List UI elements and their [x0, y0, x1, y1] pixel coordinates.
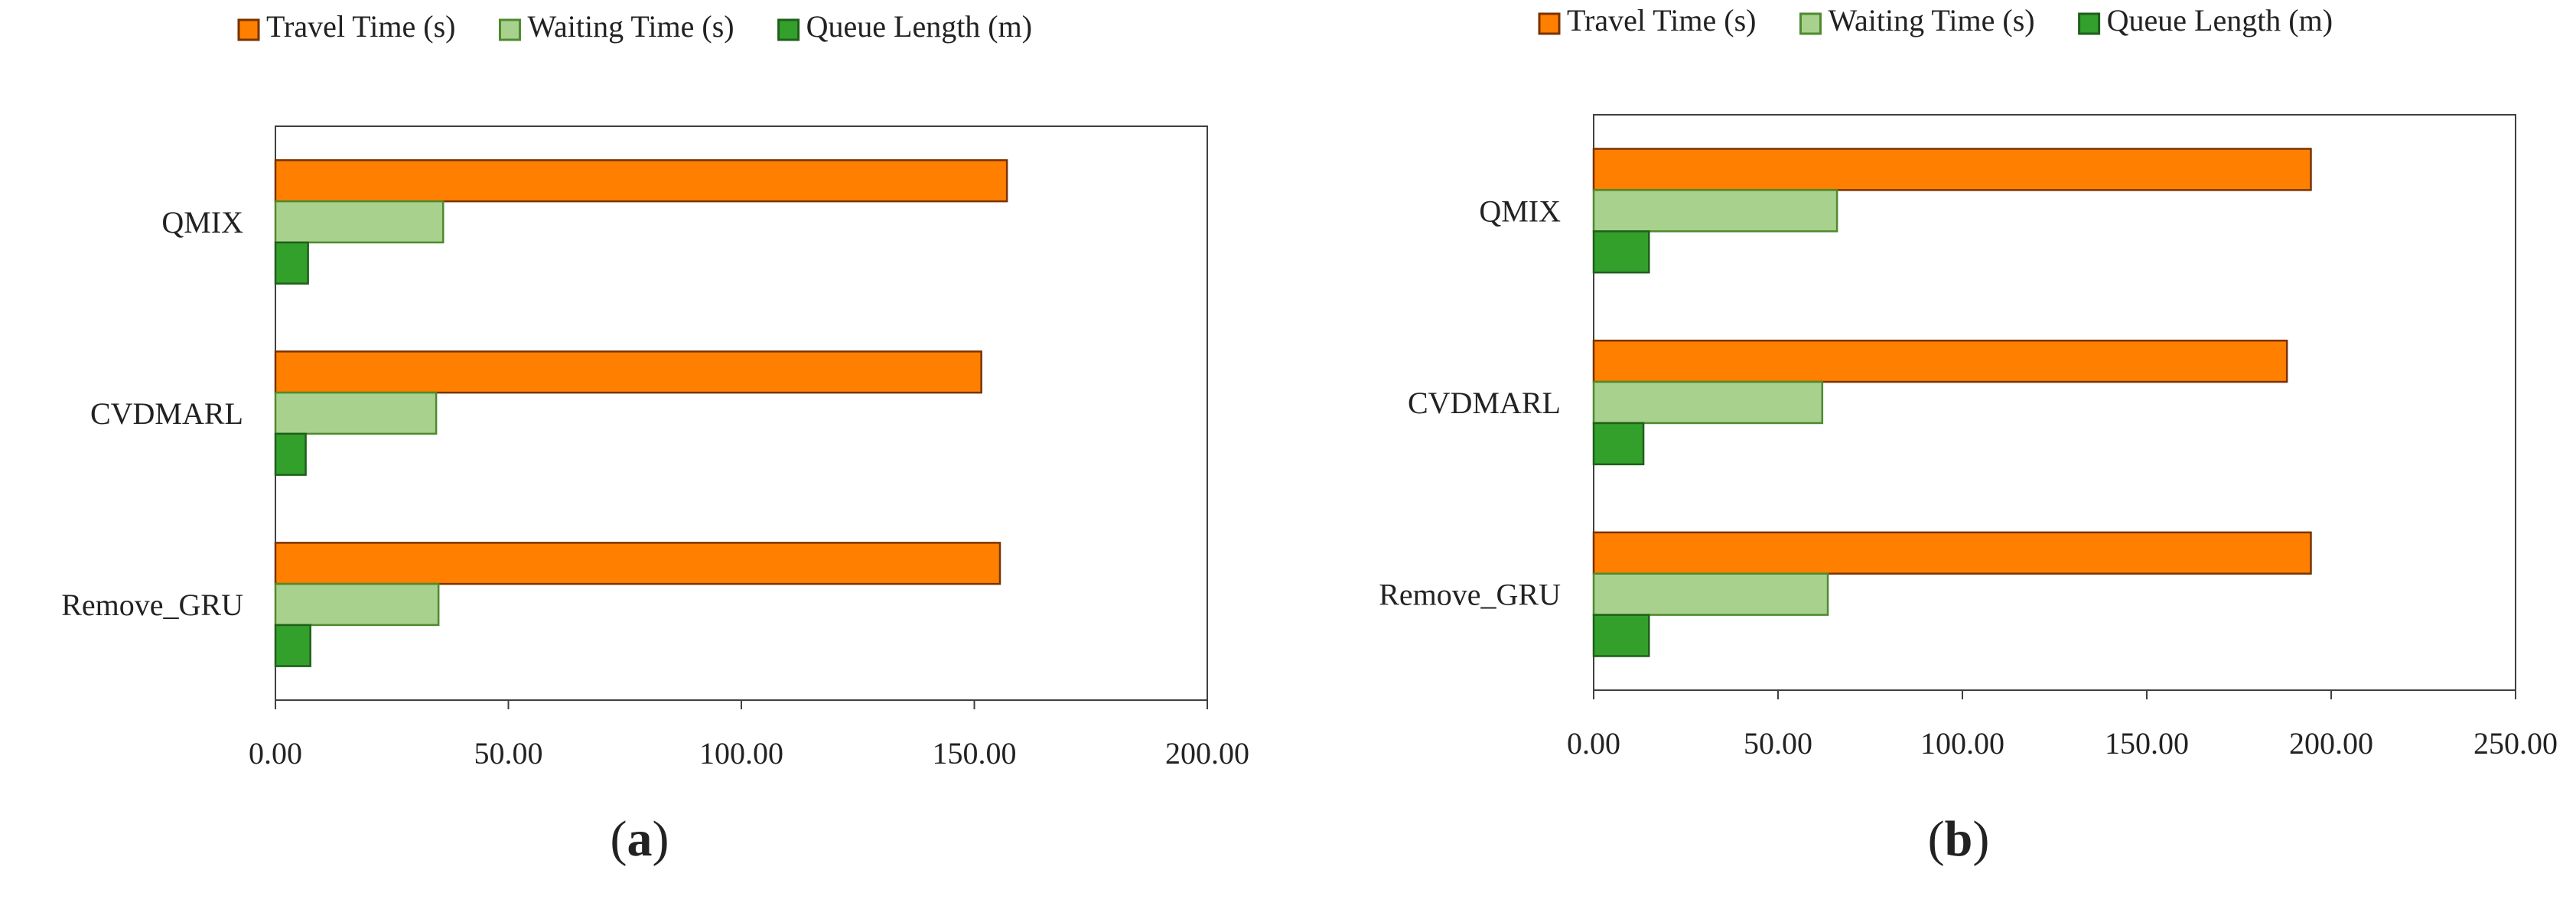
legend-label-waiting-time: Waiting Time (s): [1828, 3, 2034, 37]
legend-swatch-travel-time: [1538, 12, 1561, 35]
bar-queue-length-remove-gru: [274, 624, 311, 667]
category-group-cvdmarl: CVDMARL: [1408, 339, 2288, 466]
bar-waiting-time-remove-gru: [274, 582, 440, 627]
chart-panel-b: Travel Time (s) Waiting Time (s) Queue Len…: [1379, 3, 2558, 867]
chart-panel-a: Travel Time (s) Waiting Time (s) Queue Len…: [61, 9, 1249, 867]
panel-label: (a): [611, 811, 669, 867]
legend-swatch-queue-length: [777, 18, 800, 41]
legend-swatch-travel-time: [237, 18, 260, 41]
bar-travel-time-qmix: [274, 159, 1008, 203]
bar-queue-length-cvdmarl: [1592, 422, 1645, 466]
category-group-cvdmarl: CVDMARL: [90, 350, 982, 476]
category-label-remove-gru: Remove_GRU: [61, 588, 243, 622]
bar-travel-time-remove-gru: [1592, 531, 2312, 575]
bar-waiting-time-cvdmarl: [1592, 380, 1824, 425]
x-tick-label: 100.00: [1920, 726, 2004, 761]
x-tick-label: 0.00: [249, 736, 302, 771]
panel-label: (b): [1928, 811, 1990, 867]
category-group-remove-gru: Remove_GRU: [1379, 531, 2312, 657]
category-group-remove-gru: Remove_GRU: [61, 542, 1001, 667]
bar-waiting-time-remove-gru: [1592, 572, 1829, 616]
bar-travel-time-remove-gru: [274, 542, 1001, 585]
bar-travel-time-cvdmarl: [1592, 339, 2288, 383]
legend-label-queue-length: Queue Length (m): [806, 9, 1032, 44]
legend-swatch-waiting-time: [1799, 12, 1822, 35]
x-tick-label: 50.00: [1744, 726, 1812, 761]
bar-queue-length-remove-gru: [1592, 614, 1650, 657]
bar-queue-length-cvdmarl: [274, 432, 307, 476]
x-tick-label: 250.00: [2473, 726, 2558, 761]
category-label-qmix: QMIX: [1479, 194, 1561, 228]
category-label-qmix: QMIX: [161, 205, 243, 239]
legend-swatch-waiting-time: [498, 18, 521, 41]
x-tick-label: 200.00: [1165, 736, 1249, 771]
category-label-remove-gru: Remove_GRU: [1379, 578, 1561, 612]
bar-waiting-time-qmix: [1592, 189, 1838, 233]
bar-queue-length-qmix: [274, 241, 309, 285]
bar-travel-time-qmix: [1592, 148, 2312, 191]
bar-travel-time-cvdmarl: [274, 350, 982, 394]
legend-swatch-queue-length: [2078, 12, 2101, 35]
bar-queue-length-qmix: [1592, 230, 1650, 274]
x-tick-label: 0.00: [1567, 726, 1620, 761]
category-group-qmix: QMIX: [1479, 148, 2312, 274]
category-label-cvdmarl: CVDMARL: [90, 396, 243, 431]
x-tick-label: 200.00: [2289, 726, 2373, 761]
x-tick-label: 50.00: [474, 736, 543, 771]
category-label-cvdmarl: CVDMARL: [1408, 386, 1561, 420]
category-group-qmix: QMIX: [161, 159, 1008, 285]
legend-label-travel-time: Travel Time (s): [266, 9, 455, 44]
x-tick-label: 150.00: [2105, 726, 2189, 761]
bar-waiting-time-qmix: [274, 200, 445, 244]
bar-waiting-time-cvdmarl: [274, 391, 438, 435]
x-tick-label: 150.00: [933, 736, 1017, 771]
legend-label-travel-time: Travel Time (s): [1567, 3, 1756, 37]
x-tick-label: 100.00: [699, 736, 783, 771]
legend-label-waiting-time: Waiting Time (s): [527, 9, 734, 44]
legend-label-queue-length: Queue Length (m): [2107, 3, 2333, 37]
